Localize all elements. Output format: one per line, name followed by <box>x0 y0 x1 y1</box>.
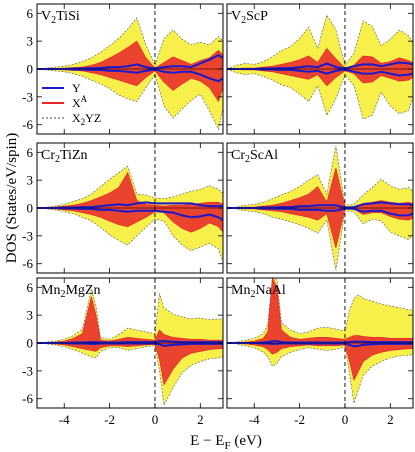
y-tick-label: -3 <box>22 363 33 378</box>
x-axis-title: E − EF (eV) <box>190 433 262 452</box>
x-axis-title-unit: (eV) <box>231 433 262 449</box>
y-axis-title: DOS (States/eV/spin) <box>4 133 20 263</box>
y-dos-down <box>37 207 223 221</box>
x-tick-label: 2 <box>197 412 204 427</box>
panel-title: Mn2MgZn <box>41 283 100 300</box>
y-tick-label: 6 <box>27 145 34 160</box>
x-tick-label: 2 <box>387 412 394 427</box>
y-tick-label: 3 <box>27 34 34 49</box>
total-dos-up <box>227 14 413 70</box>
panel-Mn2MgZn: -6 -3 0 3 6 -4 -2 0 2 Mn2MgZn <box>22 277 224 427</box>
plot-area <box>37 17 223 131</box>
panel-V2TiSi: -6 -3 0 3 6 V2TiSi <box>22 3 224 135</box>
panel-Cr2ScAl: Cr2ScAl <box>226 142 414 274</box>
x-tick-label: -2 <box>294 412 305 427</box>
y-tick-label: 0 <box>27 201 34 216</box>
total-dos-up <box>227 145 413 209</box>
total-dos-down <box>227 342 413 404</box>
plot-area <box>37 289 223 407</box>
legend-label: Y <box>72 81 81 95</box>
xa-dos-down <box>227 207 413 248</box>
panel-title: V2TiSi <box>41 9 80 26</box>
plot-area <box>227 14 413 120</box>
y-tick-label: 6 <box>27 280 34 295</box>
y-tick-label: 3 <box>27 173 34 188</box>
x-tick-label: 0 <box>152 412 159 427</box>
x-axis-title-main: E − E <box>190 433 224 449</box>
xa-dos-up <box>227 278 413 344</box>
x-tick-label: 0 <box>342 412 349 427</box>
y-dos-down <box>37 342 223 347</box>
x-axis-title-sub: F <box>224 440 230 452</box>
x-tick-label: -2 <box>104 412 115 427</box>
y-tick-label: -3 <box>22 89 33 104</box>
xa-dos-down <box>227 342 413 382</box>
total-dos-up <box>37 17 223 70</box>
y-tick-label: -6 <box>22 391 33 406</box>
panel-V2ScP: V2ScP <box>226 3 414 135</box>
x-tick-label: -4 <box>59 412 70 427</box>
plot-area <box>37 165 223 262</box>
legend-label: XA <box>72 94 88 110</box>
x-tick-label: -4 <box>249 412 260 427</box>
y-tick-label: 6 <box>27 6 34 21</box>
y-dos-down <box>227 342 413 348</box>
legend-label: X2YZ <box>72 111 101 127</box>
panel-title: Cr2TiZn <box>41 148 88 165</box>
xa-dos-down <box>37 342 223 386</box>
panel-title: V2ScP <box>231 9 268 26</box>
y-tick-label: 0 <box>27 62 34 77</box>
y-tick-label: 0 <box>27 336 34 351</box>
plot-area <box>227 278 413 404</box>
panel-Cr2TiZn: -6 -3 0 3 6 Cr2TiZn <box>22 142 224 274</box>
y-tick-label: -3 <box>22 228 33 243</box>
y-tick-label: 3 <box>27 308 34 323</box>
panel-title: Cr2ScAl <box>231 148 278 165</box>
panel-Mn2NaAl: -4 -2 0 2 Mn2NaAl <box>226 277 414 427</box>
y-tick-label: -6 <box>22 256 33 271</box>
panel-title: Mn2NaAl <box>231 283 286 300</box>
y-tick-label: -6 <box>22 117 33 132</box>
xa-dos-up <box>37 296 223 344</box>
